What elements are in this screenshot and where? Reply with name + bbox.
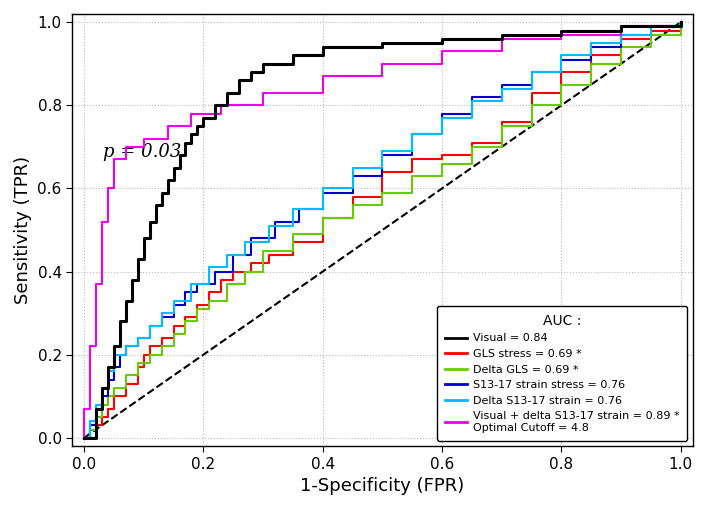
Y-axis label: Sensitivity (TPR): Sensitivity (TPR): [14, 156, 32, 304]
Legend: Visual = 0.84, GLS stress = 0.69 *, Delta GLS = 0.69 *, S13-17 strain stress = 0: Visual = 0.84, GLS stress = 0.69 *, Delt…: [437, 306, 687, 441]
Text: p = 0.03: p = 0.03: [103, 143, 181, 160]
X-axis label: 1-Specificity (FPR): 1-Specificity (FPR): [300, 477, 464, 495]
